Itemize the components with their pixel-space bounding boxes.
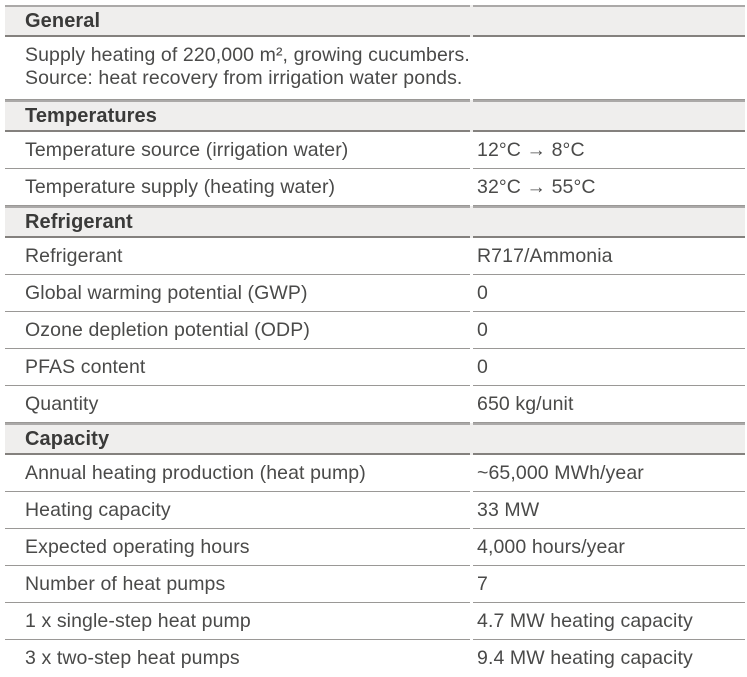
- row-label: Refrigerant: [25, 244, 123, 267]
- row-value: 0: [477, 318, 488, 341]
- row-value: ~65,000 MWh/year: [477, 461, 644, 484]
- table-row: 1 x single-step heat pump 4.7 MW heating …: [5, 603, 745, 640]
- section-title: Temperatures: [25, 104, 157, 127]
- row-value-cell: 0: [473, 349, 745, 386]
- row-value: 12°C → 8°C: [477, 138, 585, 161]
- row-label-cell: Number of heat pumps: [5, 566, 470, 603]
- row-label: 3 x two-step heat pumps: [25, 647, 240, 669]
- section-header-capacity: Capacity: [5, 423, 745, 455]
- row-value: 0: [477, 281, 488, 304]
- row-label-cell: Ozone depletion potential (ODP): [5, 312, 470, 349]
- row-value: 33 MW: [477, 498, 540, 521]
- row-value-cell: 12°C → 8°C: [473, 132, 745, 169]
- row-label: Heating capacity: [25, 498, 171, 521]
- row-label-cell: Expected operating hours: [5, 529, 470, 566]
- row-label-cell: 1 x single-step heat pump: [5, 603, 470, 640]
- row-value-cell: 4,000 hours/year: [473, 529, 745, 566]
- row-label-cell: Heating capacity: [5, 492, 470, 529]
- row-value: 7: [477, 572, 488, 595]
- row-value-cell: 32°C → 55°C: [473, 169, 745, 206]
- section-header-temperatures: Temperatures: [5, 100, 745, 132]
- row-value-cell: 0: [473, 312, 745, 349]
- row-value: 4,000 hours/year: [477, 535, 625, 558]
- row-label: Global warming potential (GWP): [25, 281, 308, 304]
- row-label-cell: Global warming potential (GWP): [5, 275, 470, 312]
- table-row: Number of heat pumps 7: [5, 566, 745, 603]
- row-label: Temperature supply (heating water): [25, 175, 336, 198]
- row-label: PFAS content: [25, 355, 146, 378]
- row-label-cell: Quantity: [5, 386, 470, 423]
- table-row: Global warming potential (GWP) 0: [5, 275, 745, 312]
- row-label: Expected operating hours: [25, 535, 250, 558]
- row-label-cell: Supply heating of 220,000 m², growing cu…: [5, 37, 470, 100]
- row-label-cell: Temperature source (irrigation water): [5, 132, 470, 169]
- row-value: 4.7 MW heating capacity: [477, 609, 693, 632]
- row-value: 9.4 MW heating capacity: [477, 647, 693, 669]
- section-title: General: [25, 9, 101, 32]
- row-value-cell: ~65,000 MWh/year: [473, 455, 745, 492]
- row-label: Number of heat pumps: [25, 572, 226, 595]
- section-title: Capacity: [25, 427, 110, 450]
- table-row: Temperature source (irrigation water) 12°…: [5, 132, 745, 169]
- section-header-cell: Refrigerant: [5, 206, 470, 238]
- row-label: 1 x single-step heat pump: [25, 609, 251, 632]
- section-header-cell: [473, 100, 745, 132]
- table-row: Quantity 650 kg/unit: [5, 386, 745, 423]
- row-label-cell: PFAS content: [5, 349, 470, 386]
- row-value: 650 kg/unit: [477, 392, 574, 415]
- table-row: Annual heating production (heat pump) ~65…: [5, 455, 745, 492]
- table-row: Temperature supply (heating water) 32°C →…: [5, 169, 745, 206]
- section-header-cell: [473, 5, 745, 37]
- section-header-refrigerant: Refrigerant: [5, 206, 745, 238]
- row-value-cell: 4.7 MW heating capacity: [473, 603, 745, 640]
- row-value-cell: 33 MW: [473, 492, 745, 529]
- table-row: Supply heating of 220,000 m², growing cu…: [5, 37, 745, 100]
- table-row: Refrigerant R717/Ammonia: [5, 238, 745, 275]
- section-header-cell: Temperatures: [5, 100, 470, 132]
- row-value: 32°C → 55°C: [477, 175, 596, 198]
- row-value: R717/Ammonia: [477, 244, 613, 267]
- row-value-cell: 9.4 MW heating capacity: [473, 640, 745, 677]
- row-label-cell: Refrigerant: [5, 238, 470, 275]
- row-label: Quantity: [25, 392, 99, 415]
- section-header-cell: [473, 206, 745, 238]
- row-value-cell: R717/Ammonia: [473, 238, 745, 275]
- description-line: Source: heat recovery from irrigation wa…: [25, 66, 463, 89]
- row-value-cell: 650 kg/unit: [473, 386, 745, 423]
- table-row: PFAS content 0: [5, 349, 745, 386]
- row-value-cell: 7: [473, 566, 745, 603]
- row-value-cell: [473, 37, 745, 100]
- row-label: Ozone depletion potential (ODP): [25, 318, 310, 341]
- table-row: Heating capacity 33 MW: [5, 492, 745, 529]
- section-header-cell: Capacity: [5, 423, 470, 455]
- row-label: Temperature source (irrigation water): [25, 138, 349, 161]
- description-line: Supply heating of 220,000 m², growing cu…: [25, 44, 470, 66]
- table-row: Expected operating hours 4,000 hours/year: [5, 529, 745, 566]
- section-header-cell: General: [5, 5, 470, 37]
- table-row: 3 x two-step heat pumps 9.4 MW heating ca…: [5, 640, 745, 677]
- row-value: 0: [477, 355, 488, 378]
- row-label-cell: 3 x two-step heat pumps: [5, 640, 470, 677]
- section-title: Refrigerant: [25, 210, 133, 233]
- table-row: Ozone depletion potential (ODP) 0: [5, 312, 745, 349]
- row-label: Annual heating production (heat pump): [25, 461, 366, 484]
- section-header-cell: [473, 423, 745, 455]
- row-value-cell: 0: [473, 275, 745, 312]
- row-label-cell: Temperature supply (heating water): [5, 169, 470, 206]
- section-header-general: General: [5, 5, 745, 37]
- row-label-cell: Annual heating production (heat pump): [5, 455, 470, 492]
- spec-table: General Supply heating of 220,000 m², gro…: [5, 5, 745, 677]
